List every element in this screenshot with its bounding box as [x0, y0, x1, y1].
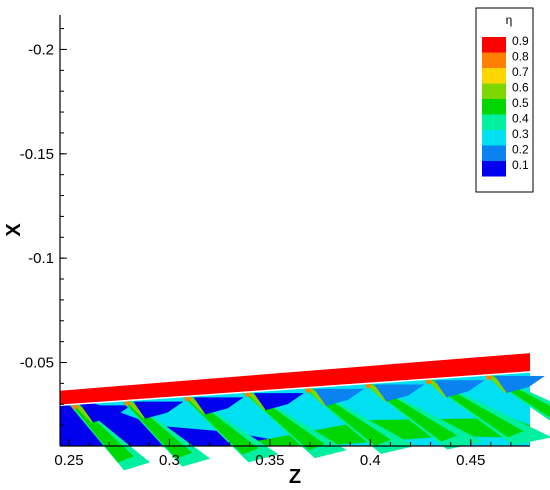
legend-swatch [482, 145, 506, 161]
jet-traces [69, 373, 550, 471]
axes: 0.25 0.3 0.35 0.4 0.45 -0.2 -0.15 -0.1 -0.05 [20, 15, 530, 469]
wall-edge [59, 371, 531, 407]
y-tick-label: -0.15 [20, 146, 54, 163]
y-tick-label: -0.2 [28, 41, 54, 58]
legend-swatch [482, 37, 506, 53]
legend-swatch [482, 52, 506, 68]
legend-title: η [506, 13, 513, 27]
y-tick-label: -0.1 [28, 250, 54, 267]
legend-label: 0.7 [512, 65, 529, 79]
legend-swatch [482, 130, 506, 146]
legend-label: 0.2 [512, 143, 529, 157]
plot-area [59, 353, 550, 471]
legend-swatch [482, 83, 506, 99]
legend-label: 0.6 [512, 81, 529, 95]
y-tick-label: -0.05 [20, 355, 54, 372]
wall-band [60, 353, 530, 406]
x-tick-label: 0.4 [360, 452, 381, 469]
wake-low [81, 405, 132, 423]
legend-label: 0.5 [512, 96, 529, 110]
x-tick-label: 0.45 [456, 452, 485, 469]
legend-label: 0.8 [512, 50, 529, 64]
legend-label: 0.4 [512, 112, 529, 126]
y-axis-title: X [3, 223, 25, 237]
legend-label: 0.3 [512, 127, 529, 141]
x-tick-label: 0.35 [255, 452, 284, 469]
wake-low [133, 401, 184, 419]
wake-low [434, 380, 485, 398]
wake-low [374, 384, 425, 402]
wake-low [314, 388, 365, 406]
legend-label: 0.1 [512, 158, 529, 172]
legend-swatch [482, 161, 506, 177]
wake-low [494, 375, 545, 393]
legend: η 0.9 0.80.7 0.60.5 0.40.3 0.20.1 [475, 7, 534, 193]
legend-swatch [482, 99, 506, 115]
legend-label: 0.9 [512, 34, 529, 48]
wake-low [193, 397, 244, 415]
x-tick-label: 0.3 [159, 452, 180, 469]
x-axis-title: Z [289, 466, 301, 488]
legend-swatch [482, 68, 506, 84]
jet-green [484, 374, 550, 418]
x-tick-label: 0.25 [54, 452, 83, 469]
wake-low [253, 393, 304, 411]
legend-swatch [482, 114, 506, 130]
jet-green [71, 404, 135, 463]
wall-band [59, 353, 531, 407]
